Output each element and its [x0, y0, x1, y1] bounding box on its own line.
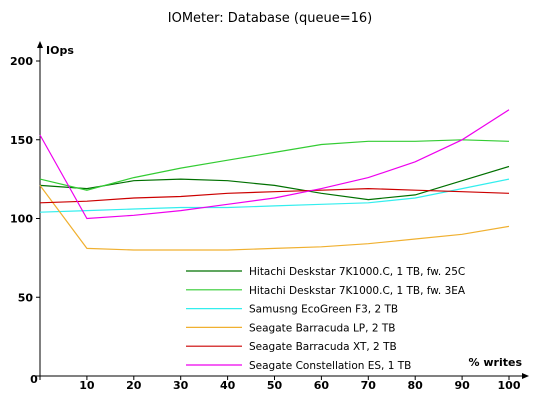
series-line-2 — [39, 139, 510, 191]
x-tick-label: 30 — [173, 379, 189, 392]
y-axis-label: IOps — [46, 44, 74, 57]
x-tick-label: 20 — [126, 379, 142, 392]
legend-label: Hitachi Deskstar 7K1000.C, 1 TB, fw. 3EA — [249, 285, 466, 297]
y-tick-label: 150 — [10, 134, 33, 147]
x-tick-label: 10 — [79, 379, 95, 392]
x-tick-label: 60 — [314, 379, 330, 392]
series-line-5 — [39, 187, 510, 204]
y-tick-label: 50 — [18, 291, 34, 304]
series-line-4 — [39, 185, 510, 251]
x-tick-label: 100 — [498, 379, 521, 392]
legend-label: Seagate Barracuda LP, 2 TB — [249, 322, 395, 334]
x-axis-arrow — [522, 373, 529, 379]
y-axis-arrow — [37, 41, 43, 48]
axes: 50 100 150 200 0 10 20 30 40 50 60 70 80 90 100 IOps % w… — [10, 41, 529, 392]
series-line-3 — [39, 178, 510, 213]
x-axis-label: % writes — [469, 356, 523, 369]
x-tick-label: 70 — [361, 379, 377, 392]
y-tick-label: 200 — [10, 55, 33, 68]
x-tick-label: 90 — [454, 379, 470, 392]
legend-label: Samusng EcoGreen F3, 2 TB — [249, 304, 398, 316]
x-tick-label: 0 — [30, 373, 38, 386]
series-lines — [39, 109, 510, 251]
x-tick-label: 40 — [220, 379, 236, 392]
chart-title: IOMeter: Database (queue=16) — [168, 11, 372, 26]
y-tick-label: 100 — [10, 213, 33, 226]
series-line-1 — [39, 165, 510, 201]
x-tick-label: 80 — [408, 379, 424, 392]
legend: Hitachi Deskstar 7K1000.C, 1 TB, fw. 25C… — [186, 266, 466, 372]
series-line-6 — [39, 109, 510, 220]
legend-label: Seagate Barracuda XT, 2 TB — [249, 341, 397, 353]
legend-label: Hitachi Deskstar 7K1000.C, 1 TB, fw. 25C — [249, 266, 465, 278]
legend-label: Seagate Constellation ES, 1 TB — [249, 360, 411, 372]
x-tick-label: 50 — [267, 379, 283, 392]
